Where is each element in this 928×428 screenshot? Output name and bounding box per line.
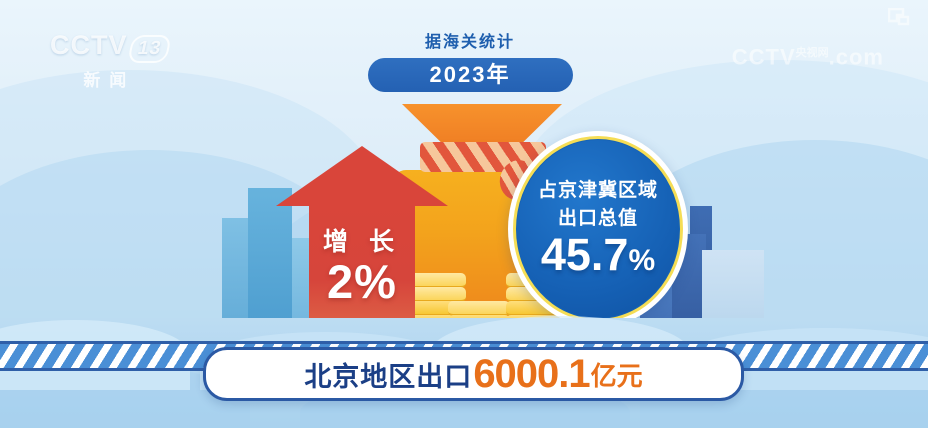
growth-value: 2% xyxy=(327,255,397,308)
cctv-com-watermark: CCTV央视网.com xyxy=(732,44,884,70)
watermark-cn: 央视网 xyxy=(795,47,829,59)
headline-unit: 亿元 xyxy=(590,360,643,391)
picture-in-picture-icon[interactable] xyxy=(888,8,910,26)
badge-line2: 出口总值 xyxy=(557,208,638,229)
cctv-letters: CCTV xyxy=(50,30,128,60)
watermark-latin: CCTV xyxy=(731,44,796,70)
headline-label: 北京地区出口 xyxy=(304,361,473,392)
growth-label: 增 长 xyxy=(323,228,401,256)
badge-value-number: 45.7 xyxy=(540,229,629,280)
badge-line1: 占京津冀区域 xyxy=(537,180,658,201)
share-badge: 占京津冀区域 出口总值 45.7% xyxy=(508,131,688,339)
header-block: 据海关统计 2023年 xyxy=(328,28,612,92)
headline-bar: 北京地区出口 6000.1 亿元 xyxy=(203,347,744,401)
data-source-label: 据海关统计 xyxy=(424,34,515,51)
cctv-wordmark: CCTV 13 xyxy=(50,30,172,63)
badge-disc xyxy=(517,140,679,318)
badge-value: 45.7% xyxy=(508,229,688,281)
watermark-domain: .com xyxy=(828,44,884,70)
arrow-head-icon xyxy=(276,146,448,206)
growth-arrow: 增 长 2% xyxy=(276,146,448,342)
channel-name: 新闻 xyxy=(83,71,136,90)
year-pill: 2023年 xyxy=(367,58,573,92)
cctv-channel-logo: CCTV 13 新闻 xyxy=(50,30,172,91)
badge-percent-symbol: % xyxy=(628,244,656,277)
headline-number: 6000.1 xyxy=(473,351,590,396)
channel-number: 13 xyxy=(126,35,172,63)
